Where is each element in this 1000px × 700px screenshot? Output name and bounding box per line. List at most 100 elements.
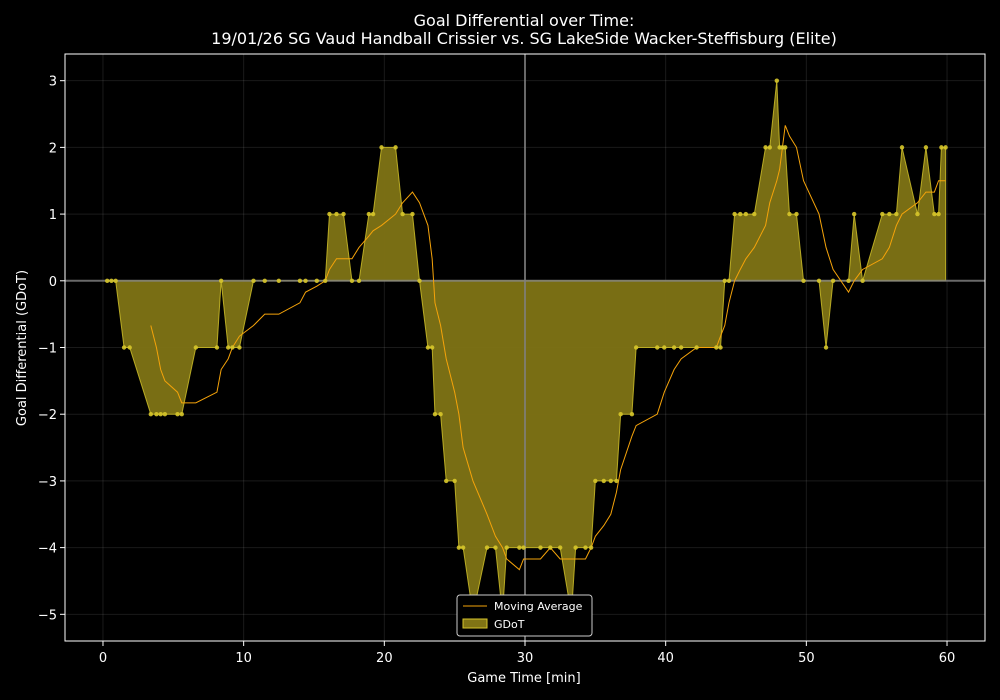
y-tick-label: 1 bbox=[49, 208, 57, 223]
legend-label-gdot: GDoT bbox=[494, 618, 525, 631]
gdot-point bbox=[880, 211, 885, 217]
gdot-point bbox=[314, 278, 320, 283]
gdot-point bbox=[297, 278, 303, 283]
gdot-point bbox=[588, 545, 594, 550]
gdot-point bbox=[678, 345, 684, 350]
gdot-point bbox=[493, 545, 498, 550]
y-tick-label: −5 bbox=[38, 608, 57, 623]
gdot-point bbox=[816, 278, 822, 283]
gdot-point bbox=[601, 478, 606, 484]
y-tick-label: −3 bbox=[38, 475, 57, 490]
gdot-point bbox=[521, 545, 526, 550]
gdot-point bbox=[148, 412, 154, 417]
gdot-point bbox=[154, 412, 159, 417]
gdot-point bbox=[548, 545, 553, 550]
gdot-point bbox=[276, 278, 282, 283]
y-tick-label: 0 bbox=[49, 275, 57, 290]
gdot-point bbox=[726, 278, 732, 283]
gdot-point bbox=[452, 478, 457, 484]
gdot-point bbox=[887, 211, 892, 217]
gdot-point bbox=[356, 278, 362, 283]
legend-area-swatch bbox=[462, 618, 488, 629]
gdot-point bbox=[573, 545, 578, 550]
gdot-point bbox=[593, 478, 598, 484]
gdot-point bbox=[732, 211, 737, 217]
gdot-point bbox=[894, 211, 899, 217]
x-axis-label: Game Time [min] bbox=[467, 671, 580, 686]
gdot-point bbox=[127, 345, 132, 350]
gdot-point bbox=[327, 211, 332, 217]
legend: Moving Average GDoT bbox=[456, 594, 593, 637]
gdot-point bbox=[417, 278, 422, 283]
gdot-point bbox=[629, 412, 635, 417]
gdot-point bbox=[214, 345, 220, 350]
gdot-point bbox=[763, 145, 768, 150]
gdot-point bbox=[932, 211, 937, 217]
y-axis-ticks: −5 −4 −3 −2 −1 0 1 2 3 bbox=[38, 75, 65, 623]
gdot-point bbox=[517, 545, 522, 550]
gdot-point bbox=[936, 211, 941, 217]
gdot-point bbox=[456, 545, 462, 550]
gdot-point bbox=[438, 412, 443, 417]
gdot-point bbox=[444, 478, 449, 484]
moving-average-line bbox=[150, 125, 946, 571]
x-tick-label: 0 bbox=[99, 651, 107, 666]
gdot-point bbox=[794, 211, 799, 217]
chart-subtitle: 19/01/26 SG Vaud Handball Crissier vs. S… bbox=[211, 29, 837, 48]
gdot-point bbox=[846, 278, 851, 283]
gdot-point bbox=[251, 278, 256, 283]
x-tick-label: 20 bbox=[376, 651, 393, 666]
gdot-point bbox=[158, 412, 163, 417]
chart-title: Goal Differential over Time: bbox=[414, 11, 635, 30]
gdot-point bbox=[162, 412, 168, 417]
gdot-point bbox=[225, 345, 231, 350]
gdot-point bbox=[410, 211, 415, 217]
gdot-point bbox=[237, 345, 242, 350]
gdot-point bbox=[218, 278, 224, 283]
gdot-point bbox=[583, 545, 588, 550]
gdot-point bbox=[923, 145, 929, 150]
gdot-point bbox=[262, 278, 267, 283]
gdot-point bbox=[323, 278, 328, 283]
gdot-point bbox=[370, 211, 376, 217]
gdot-point bbox=[608, 478, 614, 484]
gdot-point bbox=[179, 412, 184, 417]
y-tick-label: −4 bbox=[38, 542, 57, 557]
gdot-point bbox=[671, 345, 677, 350]
gdot-point bbox=[366, 211, 372, 217]
gdot-point bbox=[738, 211, 743, 217]
gdot-point bbox=[823, 345, 829, 350]
gdot-point bbox=[460, 545, 466, 550]
gdot-point bbox=[851, 211, 857, 217]
gdot-point bbox=[341, 211, 346, 217]
gdot-point bbox=[618, 412, 623, 417]
y-tick-label: 2 bbox=[49, 141, 57, 156]
gdot-point bbox=[633, 345, 639, 350]
gdot-point bbox=[393, 145, 398, 150]
gdot-point bbox=[504, 545, 509, 550]
gdot-point bbox=[774, 78, 780, 83]
gdot-point bbox=[429, 345, 435, 350]
moving-average-layer bbox=[150, 125, 946, 571]
gdot-point bbox=[105, 278, 110, 283]
gdot-point bbox=[303, 278, 308, 283]
gdot-point bbox=[694, 345, 699, 350]
x-tick-label: 50 bbox=[798, 651, 815, 666]
gdot-point bbox=[614, 478, 619, 484]
gdot-point bbox=[899, 145, 905, 150]
gdot-point bbox=[714, 345, 719, 350]
gdot-point bbox=[349, 278, 355, 283]
gdot-point bbox=[783, 145, 788, 150]
gdot-point bbox=[662, 345, 667, 350]
x-tick-label: 60 bbox=[939, 651, 956, 666]
gdot-point bbox=[400, 211, 405, 217]
x-axis-ticks: 0 10 20 30 40 50 60 bbox=[99, 641, 955, 666]
gdot-point bbox=[193, 345, 199, 350]
gdot-point bbox=[743, 211, 749, 217]
gdot-point bbox=[860, 278, 865, 283]
gdot-point bbox=[121, 345, 127, 350]
gdot-point bbox=[718, 345, 723, 350]
gdot-point bbox=[230, 345, 235, 350]
x-tick-label: 30 bbox=[517, 651, 534, 666]
